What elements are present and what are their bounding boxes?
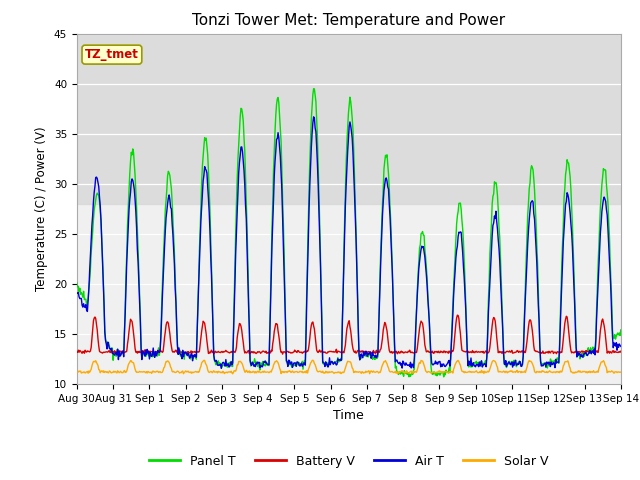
Bar bbox=[77, 34, 621, 204]
Title: Tonzi Tower Met: Temperature and Power: Tonzi Tower Met: Temperature and Power bbox=[192, 13, 506, 28]
Legend: Panel T, Battery V, Air T, Solar V: Panel T, Battery V, Air T, Solar V bbox=[144, 450, 554, 473]
X-axis label: Time: Time bbox=[333, 409, 364, 422]
Text: TZ_tmet: TZ_tmet bbox=[85, 48, 139, 61]
Y-axis label: Temperature (C) / Power (V): Temperature (C) / Power (V) bbox=[35, 127, 48, 291]
